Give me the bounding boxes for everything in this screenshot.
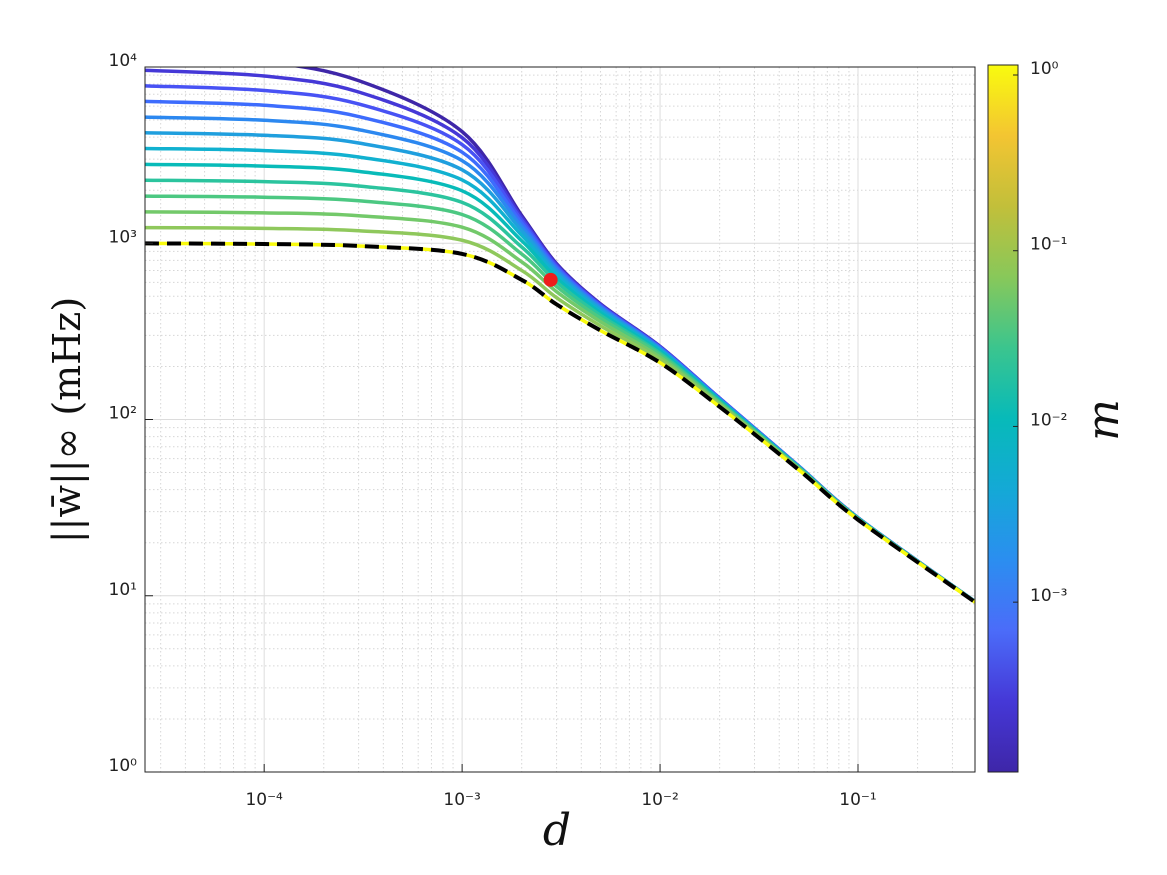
y-axis-label: ||w̄||∞ (mHz): [45, 297, 89, 543]
colorbar-tick-label: 10⁰: [1030, 59, 1059, 79]
colorbar-tick-label: 10⁻¹: [1030, 235, 1067, 255]
colorbar-tick-label: 10⁻³: [1030, 586, 1067, 606]
plot-lines: [145, 67, 975, 604]
y-tick-label: 10³: [109, 227, 137, 247]
y-tick-label: 10¹: [109, 580, 137, 600]
x-axis-label: d: [543, 805, 571, 856]
colorbar-label: m: [1078, 399, 1129, 441]
x-tick-label: 10⁻¹: [839, 790, 876, 810]
y-tick-label: 10²: [109, 404, 137, 424]
x-tick-label: 10⁻²: [641, 790, 678, 810]
dashed-line: [145, 241, 975, 604]
y-tick-label: 10⁴: [109, 51, 138, 71]
x-tick-label: 10⁻³: [443, 790, 480, 810]
ticks: 10⁻⁴ 10⁻³ 10⁻² 10⁻¹ 10⁰ 10¹ 10² 10³ 10⁴: [109, 51, 877, 810]
marker: [543, 272, 558, 287]
grid: [145, 66, 975, 773]
colorbar-ticks: 10⁻³ 10⁻² 10⁻¹ 10⁰: [1013, 59, 1067, 606]
colorbar: [987, 64, 1019, 773]
y-tick-label: 10⁰: [109, 756, 138, 776]
x-tick-label: 10⁻⁴: [245, 790, 283, 810]
colorbar-tick-label: 10⁻²: [1030, 410, 1067, 430]
